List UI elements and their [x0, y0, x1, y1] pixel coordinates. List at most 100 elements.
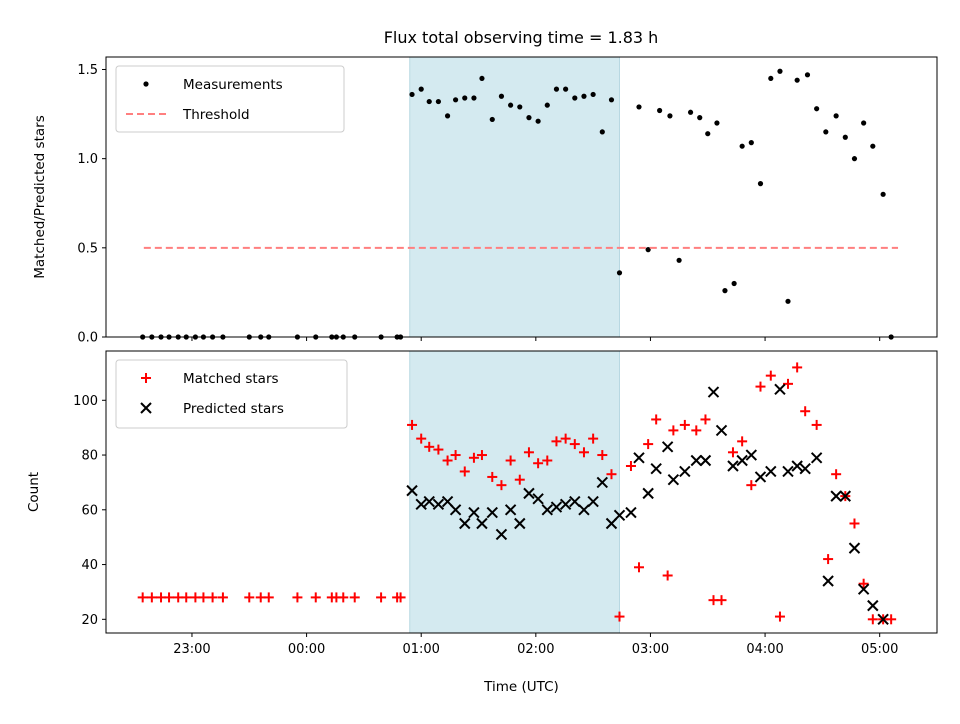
matched-star-point [181, 592, 192, 603]
measurement-point [508, 102, 514, 108]
y-tick-label: 80 [81, 449, 98, 464]
matched-star-point [496, 480, 507, 491]
predicted-star-point [578, 504, 590, 516]
matched-star-point [416, 433, 427, 444]
predicted-star-point [541, 504, 553, 516]
matched-star-point [263, 592, 274, 603]
legend-marker-plus [141, 373, 151, 383]
predicted-star-point [774, 383, 786, 396]
matched-star-point [433, 444, 444, 455]
matched-star-point [765, 370, 776, 381]
matched-star-point [782, 378, 793, 389]
matched-star-point [831, 469, 842, 480]
x-tick-label: 00:00 [288, 642, 325, 657]
matched-star-point [811, 419, 822, 430]
matched-star-point [886, 614, 897, 625]
x-axis-label: Time (UTC) [483, 679, 559, 695]
predicted-star-point [727, 460, 739, 472]
predicted-star-point [532, 493, 544, 505]
matched-star-point [217, 592, 228, 603]
matched-star-point [244, 592, 255, 603]
predicted-star-point [679, 465, 691, 478]
measurement-point [861, 120, 867, 126]
predicted-star-point [661, 441, 674, 453]
predicted-star-point [559, 498, 572, 511]
x-tick-label: 01:00 [402, 642, 439, 657]
legend-box [115, 359, 348, 429]
matched-star-point [792, 362, 803, 373]
top-panel: 0.0 0.5 1.0 1.5 Matched/Predicted stars Measu… [32, 56, 938, 346]
matched-star-point [633, 562, 644, 573]
measurement-point [608, 97, 615, 103]
measurement-point [687, 109, 694, 115]
measurement-point [814, 106, 820, 112]
matched-star-point [569, 439, 580, 450]
matched-star-point [551, 436, 562, 447]
measurement-point [572, 95, 578, 101]
measurement-point [471, 95, 477, 101]
measurement-point [444, 113, 451, 119]
measurement-point [479, 75, 485, 82]
matched-star-point [716, 595, 727, 606]
measurement-point [748, 140, 754, 146]
matched-star-point [542, 455, 553, 466]
matched-star-point [310, 592, 321, 603]
matched-star-point [679, 419, 690, 430]
matched-star-point [691, 425, 702, 436]
predicted-star-point [459, 517, 471, 530]
predicted-star-point [782, 465, 794, 478]
matched-star-point [137, 592, 148, 603]
y-tick-label: 1.0 [77, 152, 98, 167]
predicted-star-point [839, 490, 852, 502]
matched-star-point [468, 452, 479, 463]
predicted-star-point [877, 613, 889, 626]
measurement-point [851, 156, 858, 162]
predicted-star-point [667, 473, 680, 486]
matched-star-point [459, 466, 470, 477]
legend-box [115, 65, 345, 133]
matched-star-point [606, 469, 617, 480]
measurement-point [462, 95, 468, 101]
measurement-point [452, 97, 459, 103]
matched-star-point [560, 433, 571, 444]
measurement-point [435, 98, 441, 105]
matched-star-point [450, 450, 461, 461]
measurement-point [657, 107, 663, 114]
predicted-star-point [613, 509, 626, 521]
measurement-point [616, 270, 623, 276]
measurement-point [526, 115, 532, 121]
matched-star-point [338, 592, 349, 603]
measurement-point [833, 113, 839, 119]
legend-label: Measurements [183, 77, 283, 93]
legend-marker-x [140, 402, 152, 414]
matched-star-point [487, 471, 498, 482]
predicted-star-point [642, 487, 654, 500]
predicted-star-point [625, 506, 637, 519]
measurement-point [768, 75, 774, 82]
measurement-point [697, 115, 703, 121]
matched-star-point [523, 447, 534, 458]
matched-star-point [755, 381, 766, 392]
predicted-star-point [423, 495, 435, 508]
predicted-star-point [486, 506, 498, 519]
matched-star-point [823, 554, 834, 565]
matched-star-point [533, 458, 544, 469]
measurement-point [722, 288, 728, 294]
matched-star-point [424, 441, 435, 452]
matched-star-point [849, 518, 860, 529]
measurement-point [581, 93, 587, 99]
y-tick-label: 40 [81, 558, 98, 573]
matched-star-point [727, 447, 738, 458]
legend-label: Predicted stars [183, 401, 284, 417]
y-tick-label: 0.5 [77, 241, 98, 256]
predicted-star-point [596, 476, 609, 489]
matched-star-point [668, 425, 679, 436]
predicted-star-point [449, 504, 462, 516]
measurement-point [667, 113, 673, 119]
measurement-point [870, 143, 876, 149]
x-tick-label: 23:00 [173, 642, 210, 657]
measurement-point [645, 247, 651, 253]
predicted-star-point [867, 599, 879, 612]
matched-star-point [407, 419, 418, 430]
legend-marker-dot [143, 81, 149, 87]
